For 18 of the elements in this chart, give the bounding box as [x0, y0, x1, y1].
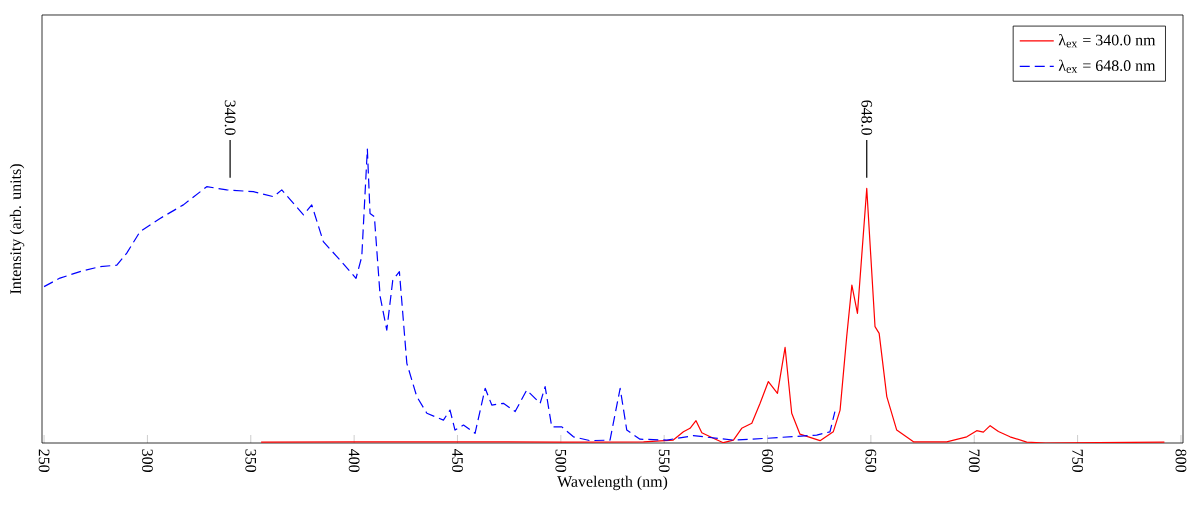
x-tick-label: 700: [968, 449, 980, 473]
x-tick-label: 650: [865, 449, 877, 473]
x-tick-label: 450: [452, 449, 463, 473]
x-tick-label: 250: [38, 449, 50, 473]
y-axis-title: Intensity (arb. units): [9, 164, 25, 294]
legend-label: λ$_{ex}$ = 340.0 nm: [1058, 34, 1156, 48]
x-tick-label: 800: [1175, 449, 1187, 473]
x-tick-label: 500: [555, 449, 567, 473]
legend-label: λ$_{ex}$ = 648.0 nm: [1058, 59, 1156, 73]
x-tick-label: 750: [1072, 449, 1083, 473]
x-tick-label: 550: [658, 449, 670, 473]
x-axis-title: Wavelength (nm): [557, 475, 668, 491]
x-tick-label: 600: [762, 449, 773, 473]
x-tick-label: 350: [245, 449, 257, 473]
ref-line-label: 340.0: [224, 100, 236, 135]
ref-line-label: 648.0: [861, 100, 873, 135]
x-tick-label: 400: [348, 449, 360, 473]
x-tick-label: 300: [142, 449, 153, 473]
